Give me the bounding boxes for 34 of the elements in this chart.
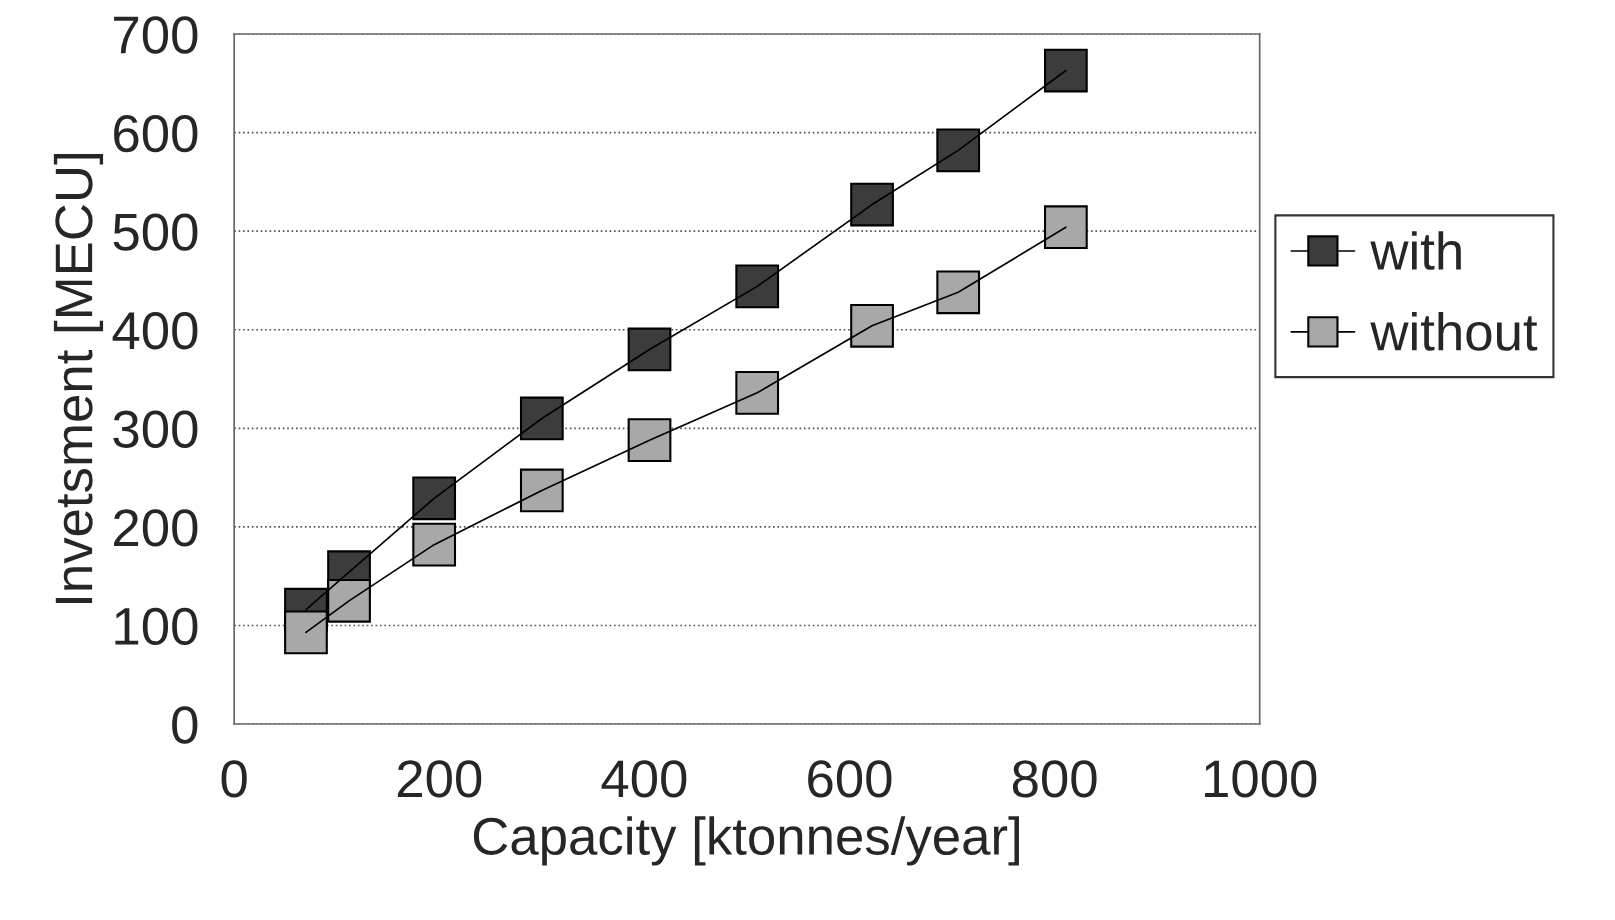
point (735, 264, 780, 309)
point (412, 476, 457, 521)
point (1044, 48, 1088, 93)
x-tick-label: 0 (221, 760, 247, 798)
x-tick-label: 200 (397, 760, 482, 798)
point (850, 303, 894, 348)
legend-label: without (1370, 312, 1538, 351)
y-tick-label: 400 (112, 312, 198, 350)
point (284, 610, 328, 655)
y-tick-label: 300 (113, 410, 198, 448)
point (735, 370, 780, 415)
y-tick-label: 200 (114, 509, 198, 547)
point (519, 468, 564, 513)
y-axis-title: Invetsment [MECU] (53, 154, 104, 603)
y-tick-label: 600 (114, 114, 198, 153)
point (936, 128, 981, 173)
x-tick-label: 400 (601, 760, 687, 798)
point (519, 396, 564, 441)
x-tick-label: 800 (1012, 760, 1097, 798)
point (936, 270, 981, 315)
x-tick-label: 600 (808, 760, 892, 798)
y-tick-label: 0 (172, 706, 198, 744)
y-tick-label: 500 (113, 213, 198, 251)
legend-label: with (1370, 231, 1461, 270)
point (627, 327, 672, 372)
point (1044, 205, 1088, 250)
y-tick-label: 100 (115, 607, 198, 646)
y-tick-label: 700 (114, 16, 198, 54)
point (627, 418, 672, 463)
x-axis-title: Capacity [ktonnes/year] (473, 816, 1019, 866)
point (412, 522, 457, 567)
x-tick-label: 1000 (1205, 760, 1317, 798)
point (327, 578, 371, 623)
point (850, 182, 894, 227)
